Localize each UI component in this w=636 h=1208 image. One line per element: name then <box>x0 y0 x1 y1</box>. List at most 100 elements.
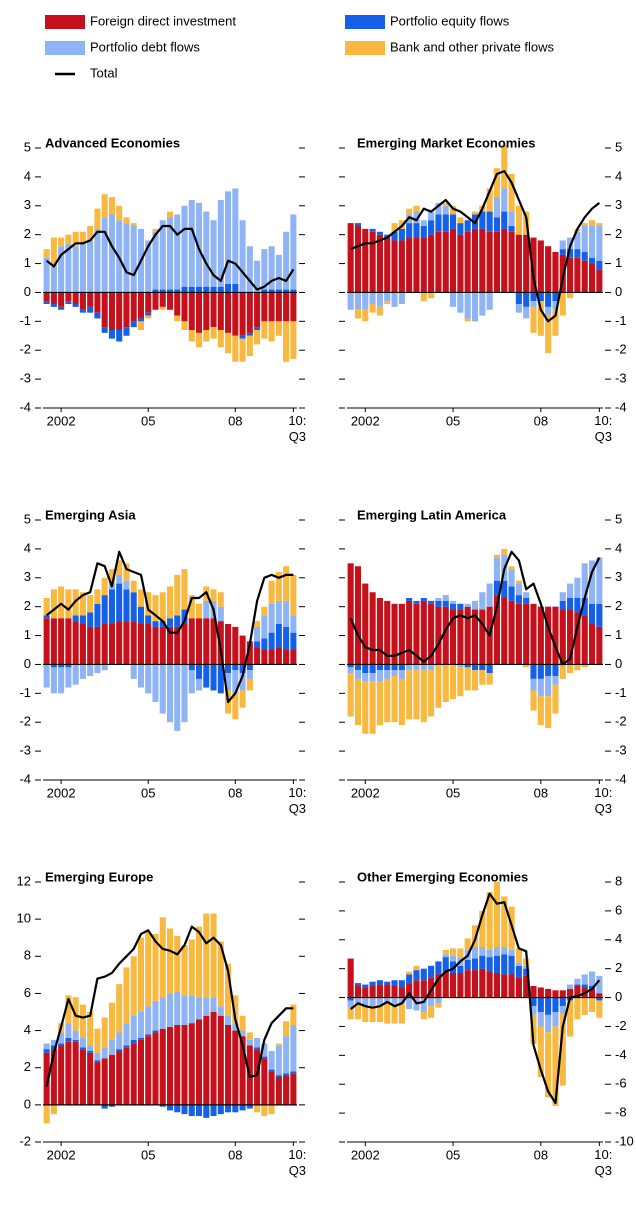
bar <box>232 1104 239 1113</box>
bar <box>137 1039 144 1105</box>
bar <box>588 997 596 1012</box>
bar <box>384 292 391 302</box>
bar <box>210 220 217 287</box>
bar <box>137 318 144 322</box>
bar <box>354 678 362 726</box>
bar <box>145 615 152 624</box>
bar <box>362 681 369 734</box>
bar <box>94 1062 101 1105</box>
bar <box>137 937 144 1012</box>
bar <box>232 292 239 336</box>
bar <box>420 600 427 665</box>
bar <box>347 997 354 1001</box>
bar <box>354 1004 362 1020</box>
bar <box>486 292 493 310</box>
bar <box>391 1004 398 1024</box>
bar <box>420 664 427 671</box>
bar <box>596 997 603 1001</box>
bar <box>283 1073 290 1076</box>
bar <box>188 595 195 619</box>
bar <box>413 223 420 238</box>
bar <box>72 1039 79 1042</box>
bar <box>413 211 420 224</box>
bar <box>376 234 383 293</box>
bar <box>479 609 486 665</box>
legend-label: Total <box>90 65 118 80</box>
bar <box>567 249 574 258</box>
panel-title: Emerging Latin America <box>357 507 507 522</box>
bar <box>450 973 457 998</box>
bar <box>523 592 530 598</box>
bar <box>559 600 566 610</box>
bar <box>428 1006 435 1018</box>
bar <box>166 586 174 619</box>
bar <box>545 1032 552 1098</box>
bar <box>43 301 50 304</box>
bar <box>369 292 376 304</box>
bar <box>537 664 544 679</box>
bar <box>130 1015 137 1040</box>
bar <box>239 1104 246 1111</box>
bar <box>588 988 596 998</box>
x-tick-label: 05 <box>446 413 460 428</box>
bar <box>123 563 130 581</box>
bar <box>137 292 144 319</box>
bar <box>545 292 552 307</box>
bar <box>450 603 457 610</box>
y-tick-label: -1 <box>19 313 31 328</box>
bar <box>354 983 362 986</box>
bar <box>225 283 232 293</box>
bar <box>530 1014 537 1044</box>
bar <box>435 664 442 708</box>
legend-swatch <box>345 15 385 29</box>
bar <box>384 600 391 665</box>
bar <box>457 217 464 224</box>
bar <box>101 577 108 596</box>
bar <box>530 997 537 1007</box>
bar <box>246 664 253 671</box>
bar <box>552 676 559 685</box>
bar <box>152 626 159 665</box>
bar <box>101 1104 108 1109</box>
bar <box>217 1006 224 1016</box>
bar <box>362 1006 369 1023</box>
bar <box>58 246 65 293</box>
bar <box>123 580 130 590</box>
bar <box>596 223 603 226</box>
bar <box>457 603 464 610</box>
bar <box>261 1104 268 1116</box>
bar <box>72 621 79 665</box>
bar <box>232 664 239 671</box>
bar <box>174 1104 181 1113</box>
bar <box>581 598 588 616</box>
bar <box>159 306 166 310</box>
bar <box>188 286 195 293</box>
legend-swatch <box>345 41 385 55</box>
bar <box>268 289 275 293</box>
bar <box>166 626 174 665</box>
bar <box>362 309 369 322</box>
bar <box>508 231 515 293</box>
bar <box>43 1043 50 1050</box>
bar <box>217 286 224 293</box>
bar <box>428 977 435 998</box>
y-tick-label: -8 <box>615 1105 627 1120</box>
bar <box>464 606 471 665</box>
bar <box>87 1051 94 1053</box>
bar <box>65 664 72 668</box>
bar <box>232 283 239 293</box>
bar <box>545 696 552 728</box>
bar <box>254 1104 261 1113</box>
bar <box>101 624 108 665</box>
bar <box>196 332 203 348</box>
bar <box>217 292 224 330</box>
bar <box>508 226 515 232</box>
bar <box>530 664 537 679</box>
bar <box>261 650 268 665</box>
bar <box>72 664 79 685</box>
bar <box>188 200 195 287</box>
bar <box>246 670 253 679</box>
bar <box>567 583 574 598</box>
bar <box>123 1045 130 1048</box>
bar <box>290 214 297 290</box>
